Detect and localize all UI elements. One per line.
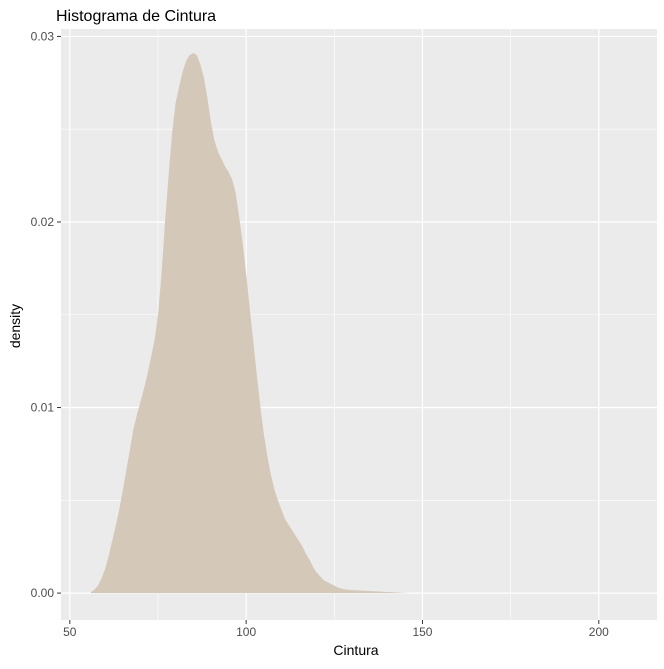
x-tick-label: 100	[236, 625, 256, 639]
x-tick-label: 50	[63, 625, 77, 639]
x-tick-label: 150	[412, 625, 432, 639]
y-axis-label: density	[7, 304, 23, 348]
y-tick-label: 0.02	[31, 215, 55, 229]
chart-title: Histograma de Cintura	[56, 8, 216, 25]
y-tick-label: 0.00	[31, 586, 55, 600]
x-axis: 50 100 150 200	[63, 620, 609, 639]
y-tick-label: 0.03	[31, 29, 55, 43]
y-tick-label: 0.01	[31, 401, 55, 415]
major-gridlines	[61, 29, 657, 620]
x-axis-label: Cintura	[333, 642, 378, 658]
x-tick-label: 200	[589, 625, 609, 639]
y-axis: 0.00 0.01 0.02 0.03	[31, 29, 61, 600]
density-area	[90, 53, 423, 594]
